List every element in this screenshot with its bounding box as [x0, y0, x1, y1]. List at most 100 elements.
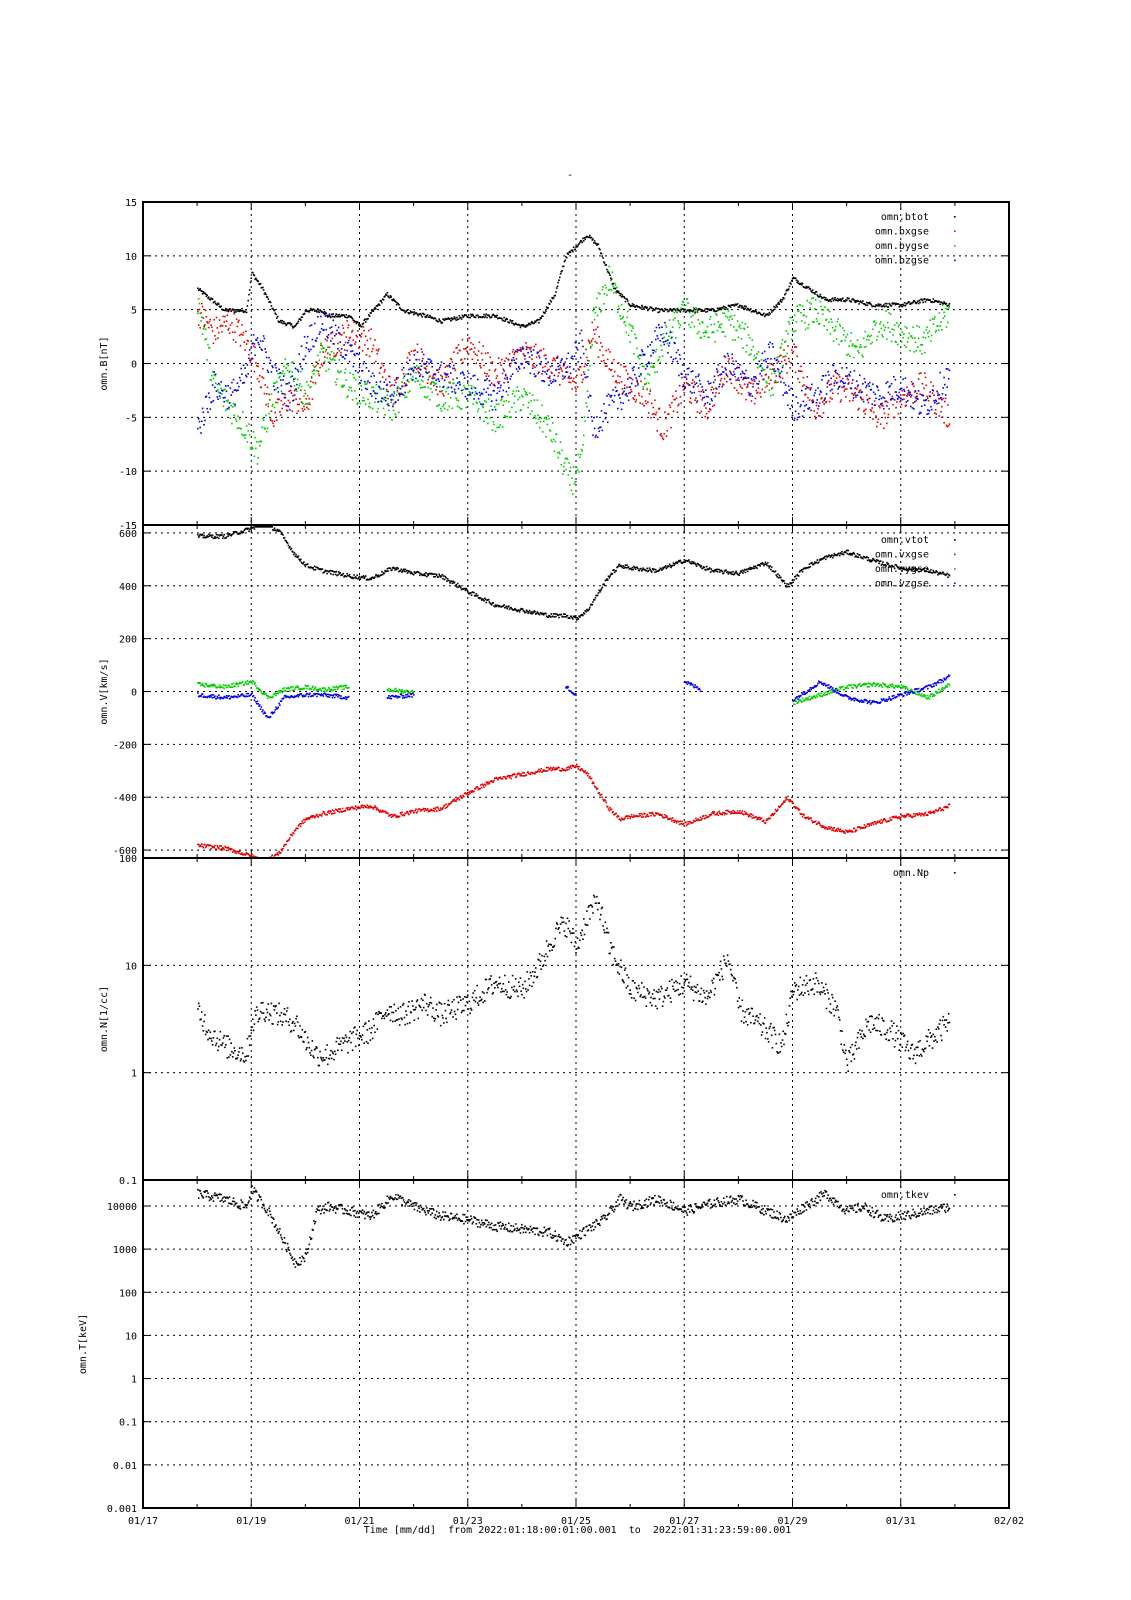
data-point — [286, 542, 289, 544]
data-point — [778, 375, 781, 377]
data-point — [409, 367, 412, 370]
data-point — [204, 292, 206, 294]
data-point — [578, 368, 580, 371]
data-point — [840, 399, 842, 401]
data-point — [932, 323, 935, 325]
data-point — [589, 346, 592, 348]
data-point — [845, 299, 848, 302]
data-point — [811, 399, 814, 401]
data-point — [424, 367, 426, 369]
data-point — [376, 392, 379, 395]
data-point — [797, 378, 799, 380]
data-point — [855, 345, 857, 347]
data-point — [385, 294, 388, 296]
data-point — [816, 294, 819, 296]
data-point — [770, 311, 773, 313]
data-point — [661, 326, 663, 328]
data-point — [425, 371, 427, 373]
data-point — [434, 317, 437, 320]
data-point — [911, 407, 914, 409]
data-point — [825, 297, 827, 299]
data-point — [742, 372, 744, 374]
data-point — [923, 404, 926, 406]
data-point — [833, 382, 836, 384]
data-point — [773, 357, 776, 360]
data-point — [394, 300, 396, 302]
data-point — [624, 324, 627, 327]
data-point — [735, 570, 737, 573]
data-point — [488, 380, 491, 382]
data-point — [431, 316, 433, 319]
data-point — [354, 378, 357, 381]
data-point — [525, 611, 527, 614]
data-point — [564, 613, 566, 615]
data-point — [862, 300, 864, 302]
data-point — [484, 400, 486, 402]
data-point — [216, 396, 219, 398]
data-point — [478, 391, 481, 394]
data-point — [252, 342, 254, 344]
data-point — [868, 339, 870, 341]
data-point — [367, 348, 369, 350]
data-point — [744, 307, 747, 310]
data-point — [784, 582, 786, 585]
data-point — [755, 357, 757, 359]
data-point — [771, 570, 774, 572]
data-point — [549, 616, 552, 618]
data-point — [197, 312, 199, 315]
data-point — [948, 423, 951, 425]
data-point — [437, 371, 440, 374]
data-point — [658, 307, 660, 310]
data-point — [868, 559, 870, 561]
data-point — [425, 396, 427, 399]
data-point — [803, 410, 805, 412]
data-point — [819, 415, 822, 417]
data-point — [931, 392, 934, 394]
data-point — [255, 447, 257, 450]
data-point — [347, 342, 349, 344]
data-point — [586, 356, 588, 359]
data-point — [351, 316, 353, 319]
data-point — [611, 271, 614, 273]
data-point — [478, 401, 481, 403]
data-point — [733, 305, 736, 307]
data-point — [482, 406, 484, 409]
data-point — [851, 344, 853, 347]
data-point — [788, 585, 791, 588]
data-point — [487, 352, 489, 354]
data-point — [567, 253, 570, 256]
data-point — [910, 302, 913, 305]
data-point — [568, 462, 570, 464]
data-point — [682, 561, 685, 563]
data-point — [721, 366, 723, 368]
data-point — [535, 343, 537, 346]
data-point — [762, 378, 764, 381]
data-point — [450, 320, 452, 322]
data-point — [409, 359, 411, 361]
data-point — [428, 376, 430, 378]
data-point — [228, 406, 230, 409]
data-point — [685, 304, 687, 307]
data-point — [377, 407, 379, 410]
data-point — [236, 382, 239, 384]
data-point — [269, 300, 271, 303]
data-point — [224, 396, 226, 399]
data-point — [449, 382, 451, 384]
data-point — [417, 370, 420, 373]
data-point — [794, 417, 796, 420]
data-point — [569, 251, 572, 253]
data-point — [753, 567, 756, 570]
data-point — [463, 384, 465, 387]
data-point — [739, 383, 741, 386]
data-point — [780, 370, 783, 373]
data-point — [256, 463, 259, 465]
data-point — [283, 365, 285, 368]
data-point — [272, 366, 274, 369]
data-point — [651, 341, 653, 343]
data-point — [361, 332, 363, 335]
data-point — [772, 364, 774, 366]
data-point — [910, 335, 913, 337]
data-point — [675, 397, 678, 399]
data-point — [593, 240, 596, 242]
data-point — [303, 561, 305, 563]
